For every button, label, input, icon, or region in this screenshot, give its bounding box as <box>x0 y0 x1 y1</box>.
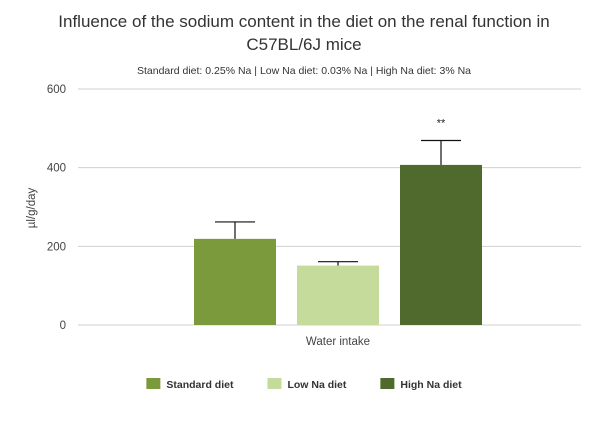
y-axis-ticks: 0 200 400 600 <box>47 84 66 332</box>
y-tick-label: 200 <box>47 241 66 253</box>
legend-swatch <box>380 378 395 389</box>
y-tick-label: 400 <box>47 163 66 175</box>
legend-label: Low Na diet <box>287 379 346 391</box>
legend-label: High Na diet <box>400 379 462 391</box>
legend-swatch <box>146 378 161 389</box>
error-bars <box>215 139 461 266</box>
legend-swatch <box>267 378 282 389</box>
y-tick-label: 600 <box>47 84 66 96</box>
bar-high-na-diet <box>400 164 482 325</box>
y-tick-label: 0 <box>60 320 66 332</box>
x-axis-label: Water intake <box>306 336 370 348</box>
bar-standard-diet <box>194 238 276 325</box>
chart-title-line-1: Influence of the sodium content in the d… <box>58 12 549 31</box>
chart-subtitle: Standard diet: 0.25% Na | Low Na diet: 0… <box>137 65 471 77</box>
significance-annotation: ** <box>437 118 446 130</box>
y-axis-label: µl/g/day <box>26 187 38 228</box>
bar-low-na-diet <box>297 265 379 325</box>
legend: Standard diet Low Na diet High Na diet <box>146 378 462 391</box>
chart-title-line-2: C57BL/6J mice <box>246 35 361 54</box>
legend-label: Standard diet <box>166 379 234 391</box>
bars <box>194 164 482 325</box>
annotations: ** <box>437 118 446 130</box>
